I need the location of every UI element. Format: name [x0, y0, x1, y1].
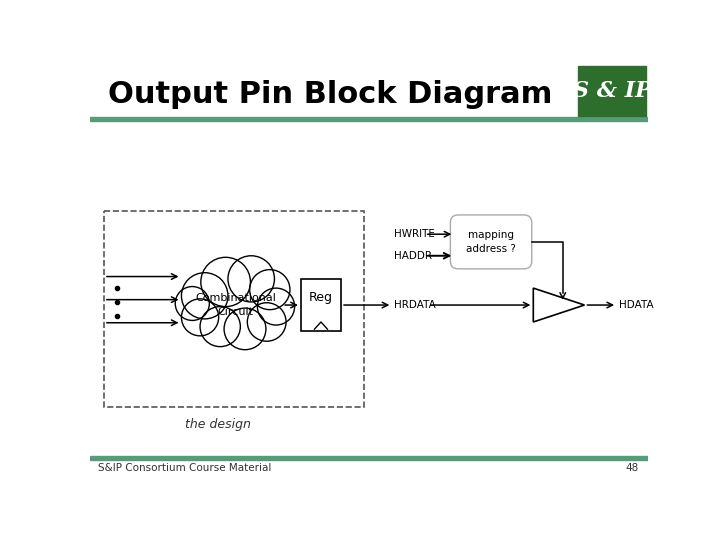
Text: S&IP Consortium Course Material: S&IP Consortium Course Material — [98, 462, 271, 472]
Text: HADDR: HADDR — [394, 251, 432, 261]
FancyBboxPatch shape — [451, 215, 532, 269]
Text: the design: the design — [185, 418, 251, 431]
Circle shape — [250, 269, 290, 309]
Text: HRDATA: HRDATA — [394, 300, 436, 310]
Circle shape — [201, 257, 251, 307]
Text: 48: 48 — [626, 462, 639, 472]
Bar — [104, 211, 364, 408]
Circle shape — [181, 299, 219, 336]
Text: HDATA: HDATA — [618, 300, 653, 310]
Circle shape — [200, 307, 240, 347]
Bar — [578, 66, 647, 117]
Circle shape — [258, 288, 294, 325]
Circle shape — [224, 308, 266, 350]
Text: Output Pin Block Diagram: Output Pin Block Diagram — [108, 79, 552, 109]
Text: S & IP: S & IP — [573, 80, 652, 102]
Text: Combinational
Circuit: Combinational Circuit — [195, 293, 276, 316]
Circle shape — [175, 287, 210, 320]
Circle shape — [248, 303, 286, 341]
Bar — [90, 117, 648, 121]
Text: mapping
address ?: mapping address ? — [466, 230, 516, 253]
Bar — [90, 456, 648, 460]
Circle shape — [181, 273, 228, 319]
Text: Reg: Reg — [309, 291, 333, 304]
Circle shape — [228, 256, 274, 302]
Bar — [301, 279, 341, 331]
Text: HWRITE: HWRITE — [394, 229, 435, 239]
